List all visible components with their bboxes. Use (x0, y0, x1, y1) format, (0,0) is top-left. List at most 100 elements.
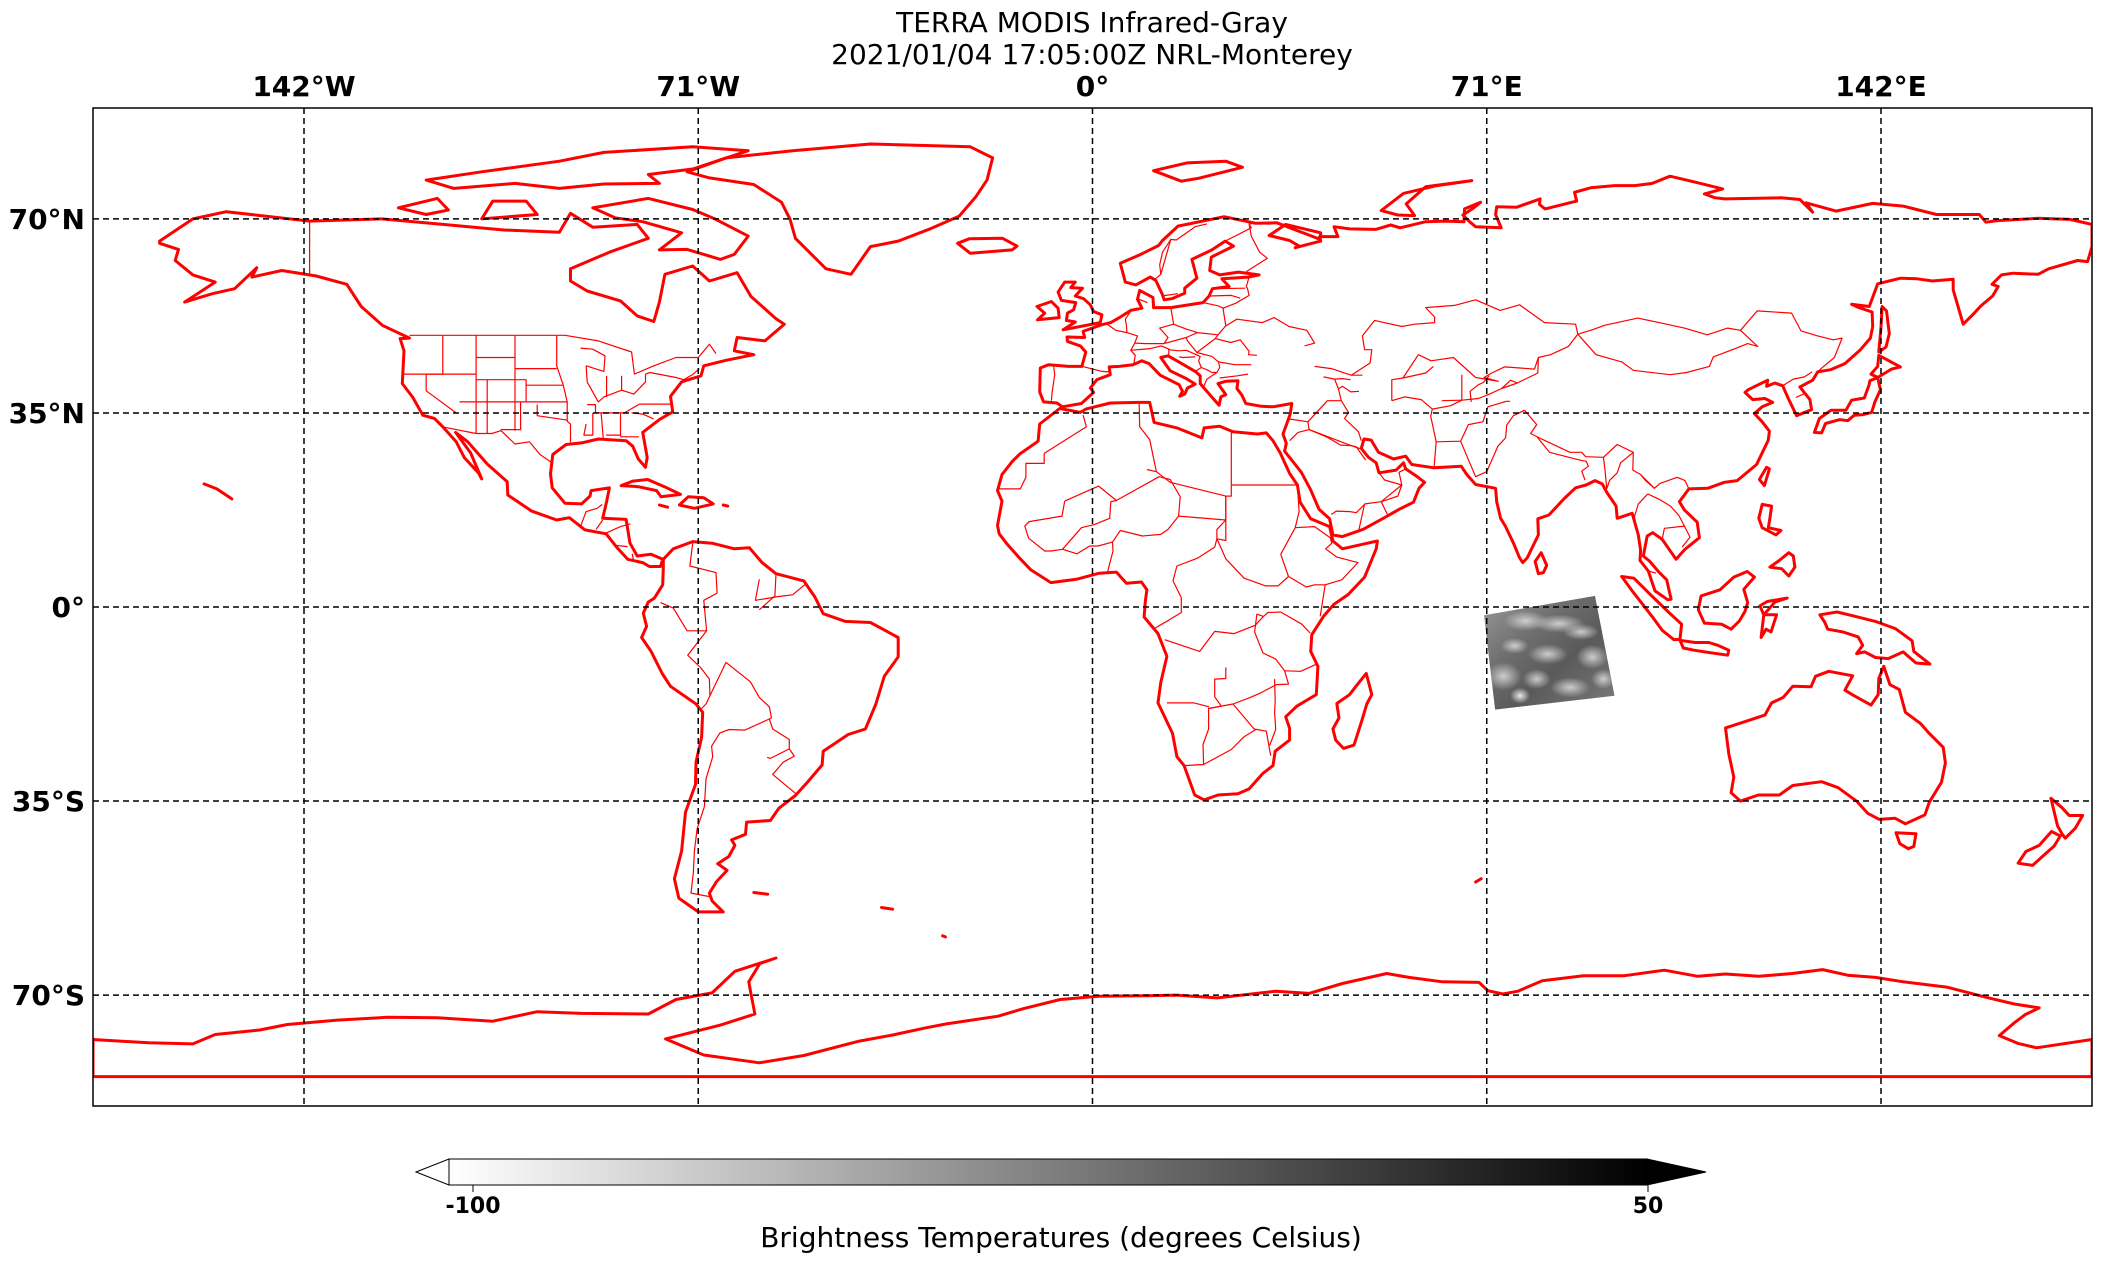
coastline-path (1758, 596, 1789, 639)
border-path (1280, 611, 1311, 634)
latitude-tick-label: 0° (52, 591, 85, 624)
coastline-path (1894, 831, 1918, 851)
colorbar: -100 50 Brightness Temperatures (degrees… (414, 1158, 1707, 1254)
coastlines (93, 142, 2092, 1079)
border-path (1225, 317, 1316, 347)
colorbar-title: Brightness Temperatures (degrees Celsius… (760, 1221, 1362, 1254)
map-frame (92, 107, 2093, 1107)
coastline-path (396, 196, 450, 216)
border-path (1222, 276, 1250, 309)
border-path (758, 573, 777, 611)
coastline-path (93, 956, 2092, 1079)
coastline-path (1757, 502, 1783, 537)
border-path (1082, 365, 1110, 373)
border-path (1179, 356, 1196, 359)
border-path (1647, 493, 1685, 540)
border-path (1201, 366, 1217, 374)
cloud-feature (1576, 644, 1609, 669)
border-path (1475, 366, 1535, 382)
cloud-feature (1485, 662, 1522, 691)
border-path (1156, 432, 1232, 497)
longitude-tick-label: 142°W (252, 70, 355, 103)
border-path (1203, 728, 1257, 766)
border-path (1381, 484, 1403, 503)
longitude-tick-label: 71°E (1451, 70, 1523, 103)
border-path (556, 335, 572, 443)
colorbar-gradient (448, 1158, 1648, 1186)
coastline-path (1035, 300, 1061, 322)
border-path (754, 579, 807, 601)
cloud-feature (1563, 623, 1600, 640)
border-path (585, 365, 647, 403)
border-path (1184, 611, 1290, 767)
coastline-path (1152, 159, 1244, 183)
coastline-path (685, 142, 995, 276)
border-path (1536, 436, 1582, 462)
island-path (941, 934, 947, 939)
border-path (1330, 501, 1382, 515)
border-path (1323, 376, 1351, 381)
border-path (768, 718, 797, 795)
coastline-path (1620, 575, 1684, 642)
border-path (1358, 503, 1366, 530)
border-path (1351, 445, 1367, 461)
border-path (1533, 357, 1539, 370)
border-path (1245, 223, 1268, 273)
border-path (1062, 485, 1117, 550)
border-path (1043, 415, 1087, 454)
border-path (645, 368, 700, 381)
latitude-tick-label: 35°N (9, 397, 85, 430)
border-path (1215, 338, 1257, 356)
colorbar-max-label: 50 (1633, 1194, 1664, 1219)
border-path (500, 401, 522, 431)
border-path (1173, 323, 1198, 334)
border-path (1216, 519, 1227, 539)
coastline-path (1877, 305, 1891, 354)
border-path (1391, 354, 1477, 401)
coastline-path (2049, 796, 2085, 840)
border-path (1338, 385, 1360, 393)
border-path (580, 347, 606, 372)
border-path (600, 412, 604, 440)
island-path (1474, 877, 1483, 884)
border-path (1284, 663, 1318, 672)
border-path (1602, 457, 1608, 489)
border-path (1350, 299, 1579, 376)
cloud-feature (1500, 637, 1529, 654)
border-path (1164, 615, 1264, 652)
coastline-path (1038, 174, 2092, 602)
coastline-path (956, 236, 1019, 255)
island-path (880, 906, 895, 911)
border-path (1577, 329, 1759, 376)
coastline-path (1678, 638, 1731, 657)
cloud-feature (1522, 669, 1551, 690)
border-path (1289, 378, 1342, 423)
map-area (93, 108, 2092, 1106)
border-path (536, 404, 568, 421)
island-path (657, 503, 670, 509)
border-path (1640, 474, 1655, 489)
coastline-path (424, 145, 750, 190)
coastline-path (591, 196, 750, 261)
colorbar-min-label: -100 (445, 1194, 500, 1219)
satellite-swath (1484, 595, 1615, 710)
border-path (1106, 323, 1139, 365)
border-path (1269, 679, 1277, 746)
border-path (690, 661, 773, 898)
border-path (1160, 223, 1208, 275)
colorbar-extend-min-triangle (414, 1158, 450, 1186)
island-path (721, 503, 730, 508)
coastline-path (1818, 610, 1932, 666)
border-path (1577, 310, 1843, 373)
coastline-path (619, 478, 682, 499)
coastline-path (1379, 179, 1474, 218)
border-path (998, 453, 1045, 490)
border-path (1130, 345, 1170, 355)
border-path (1581, 460, 1589, 481)
border-path (1319, 584, 1326, 617)
coastline-path (996, 400, 1379, 802)
coastline-path (1768, 551, 1797, 578)
border-path (616, 544, 628, 548)
